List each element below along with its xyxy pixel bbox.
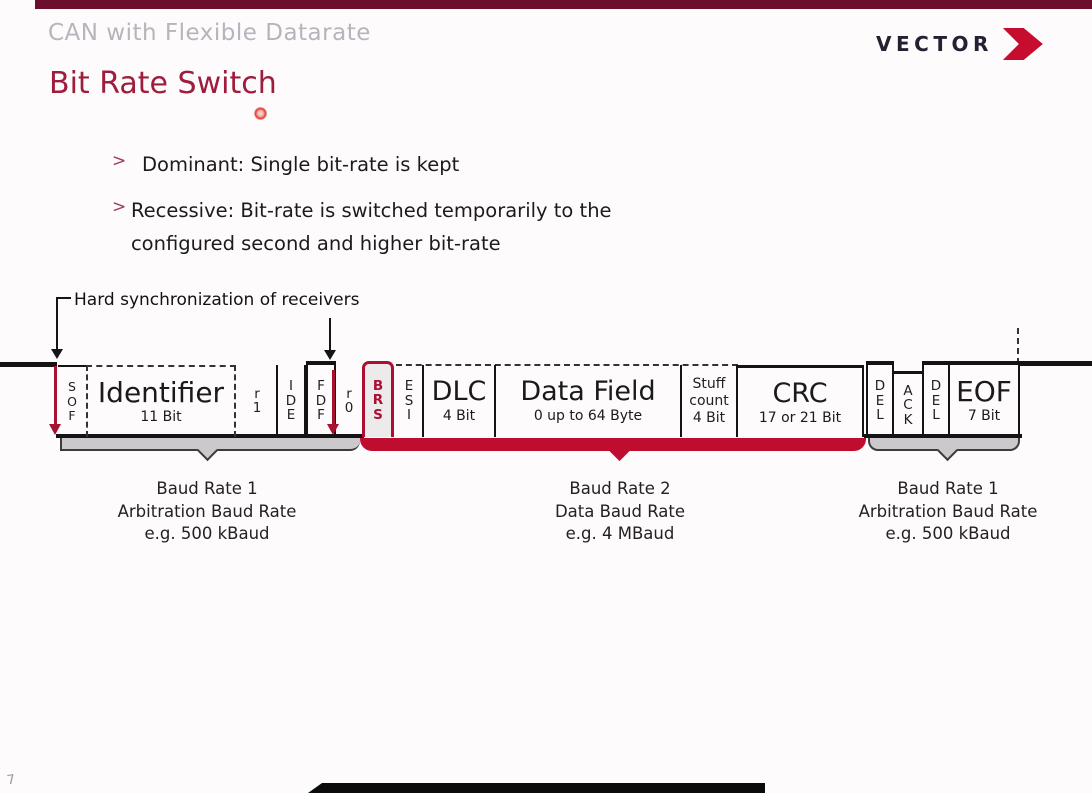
phase-label-line: Baud Rate 1 (897, 479, 999, 498)
field-r1: r 1 (240, 365, 274, 437)
chevron-right-icon (1002, 28, 1043, 60)
field-dlc-bits: 4 Bit (442, 408, 476, 424)
field-data-field-label: Data Field (520, 376, 656, 407)
field-dlc-label: DLC (431, 376, 487, 407)
bus-line-left (0, 362, 57, 367)
sync-elbow-line (57, 297, 71, 299)
sof-edge-red-arrowhead (49, 424, 61, 435)
field-eof-label: EOF (956, 375, 1012, 408)
sync-arrow-line-left (56, 297, 58, 349)
bullet-text: Dominant: Single bit-rate is kept (142, 153, 460, 176)
phase-label-line: e.g. 4 MBaud (565, 524, 675, 543)
field-data-field: Data Field 0 up to 64 Byte (496, 365, 682, 437)
phase-label-arbitration-2: Baud Rate 1 Arbitration Baud Rate e.g. 5… (818, 478, 1078, 546)
sync-arrow-line-right (329, 318, 331, 350)
laser-pointer-dot (254, 107, 267, 120)
field-esi-label: E S I (404, 378, 414, 424)
bullet-text: Recessive: Bit-rate is switched temporar… (130, 199, 612, 255)
phase-label-line: Arbitration Baud Rate (858, 501, 1038, 521)
field-crc-label: CRC (772, 377, 828, 409)
field-eof-bits: 7 Bit (967, 408, 1001, 424)
phase-label-data: Baud Rate 2 Data Baud Rate e.g. 4 MBaud (490, 478, 750, 546)
field-del-2-label: D E L (930, 378, 942, 424)
bullet-item: > Dominant: Single bit-rate is kept (112, 148, 672, 181)
phase-label-line: Baud Rate 1 (156, 479, 258, 498)
phase-label-line: Baud Rate 2 (569, 479, 671, 498)
field-identifier-label: Identifier (97, 376, 225, 409)
hard-sync-label: Hard synchronization of receivers (74, 290, 360, 310)
phase-label-line: e.g. 500 kBaud (885, 524, 1011, 543)
field-sof: S O F (58, 365, 86, 437)
frame-bottom-line-right (864, 434, 1022, 438)
vector-logo-text: VECTOR (876, 32, 993, 56)
field-fdf-label: F D F (315, 378, 327, 424)
frame-bottom-line-left (56, 434, 364, 438)
field-sof-label: S O F (67, 379, 77, 424)
bus-line-right (1020, 361, 1092, 366)
field-r0-label: r 0 (344, 385, 354, 416)
frame-end-dashed-tick (1017, 328, 1019, 364)
field-r1-label: r 1 (252, 385, 262, 416)
vector-logo: VECTOR (876, 28, 1043, 60)
field-del-1-label: D E L (874, 378, 886, 424)
fdf-edge-red-arrowhead (327, 424, 339, 435)
phase-label-line: Data Baud Rate (554, 501, 686, 521)
field-identifier-bits: 11 Bit (140, 409, 182, 425)
chapter-title: CAN with Flexible Datarate (48, 20, 371, 46)
field-stuff-count-label: Stuff count 4 Bit (689, 375, 729, 426)
field-data-field-bytes: 0 up to 64 Byte (533, 408, 643, 424)
field-stuff-count: Stuff count 4 Bit (682, 365, 738, 437)
field-r0: r 0 (338, 365, 360, 437)
field-del-1: D E L (866, 361, 894, 437)
bullet-marker-icon: > (112, 197, 127, 217)
field-fdf: F D F (306, 361, 336, 437)
data-phase-dashed-top (396, 364, 738, 366)
sof-edge-red-arrow (54, 366, 57, 426)
bullet-item: > Recessive: Bit-rate is switched tempor… (112, 194, 672, 260)
fdf-edge-red-arrow (332, 370, 335, 426)
field-eof: EOF 7 Bit (950, 361, 1020, 437)
page-number-mark: 7 (5, 772, 17, 789)
bullet-list: > Dominant: Single bit-rate is kept > Re… (112, 148, 672, 273)
field-crc: CRC 17 or 21 Bit (738, 365, 864, 437)
field-ack: A C K (894, 371, 922, 437)
field-ack-label: A C K (903, 382, 913, 428)
field-brs: B R S (362, 361, 394, 437)
field-esi: E S I (396, 365, 422, 437)
field-dlc: DLC 4 Bit (422, 365, 496, 437)
field-ide: I D E (276, 365, 306, 437)
top-accent-bar (35, 0, 1092, 9)
bullet-marker-icon: > (112, 151, 127, 171)
field-identifier: Identifier 11 Bit (86, 365, 236, 437)
field-ide-label: I D E (285, 378, 297, 424)
field-brs-label: B R S (372, 377, 384, 423)
sync-arrowhead-left (51, 349, 63, 359)
footer-black-bar (308, 783, 765, 793)
field-del-2: D E L (922, 361, 950, 437)
page-title: Bit Rate Switch (49, 66, 277, 101)
phase-label-line: Arbitration Baud Rate (117, 501, 297, 521)
phase-label-arbitration-1: Baud Rate 1 Arbitration Baud Rate e.g. 5… (77, 478, 337, 546)
sync-arrowhead-right (324, 350, 336, 360)
phase-label-line: e.g. 500 kBaud (144, 524, 270, 543)
field-crc-bits: 17 or 21 Bit (758, 409, 842, 426)
